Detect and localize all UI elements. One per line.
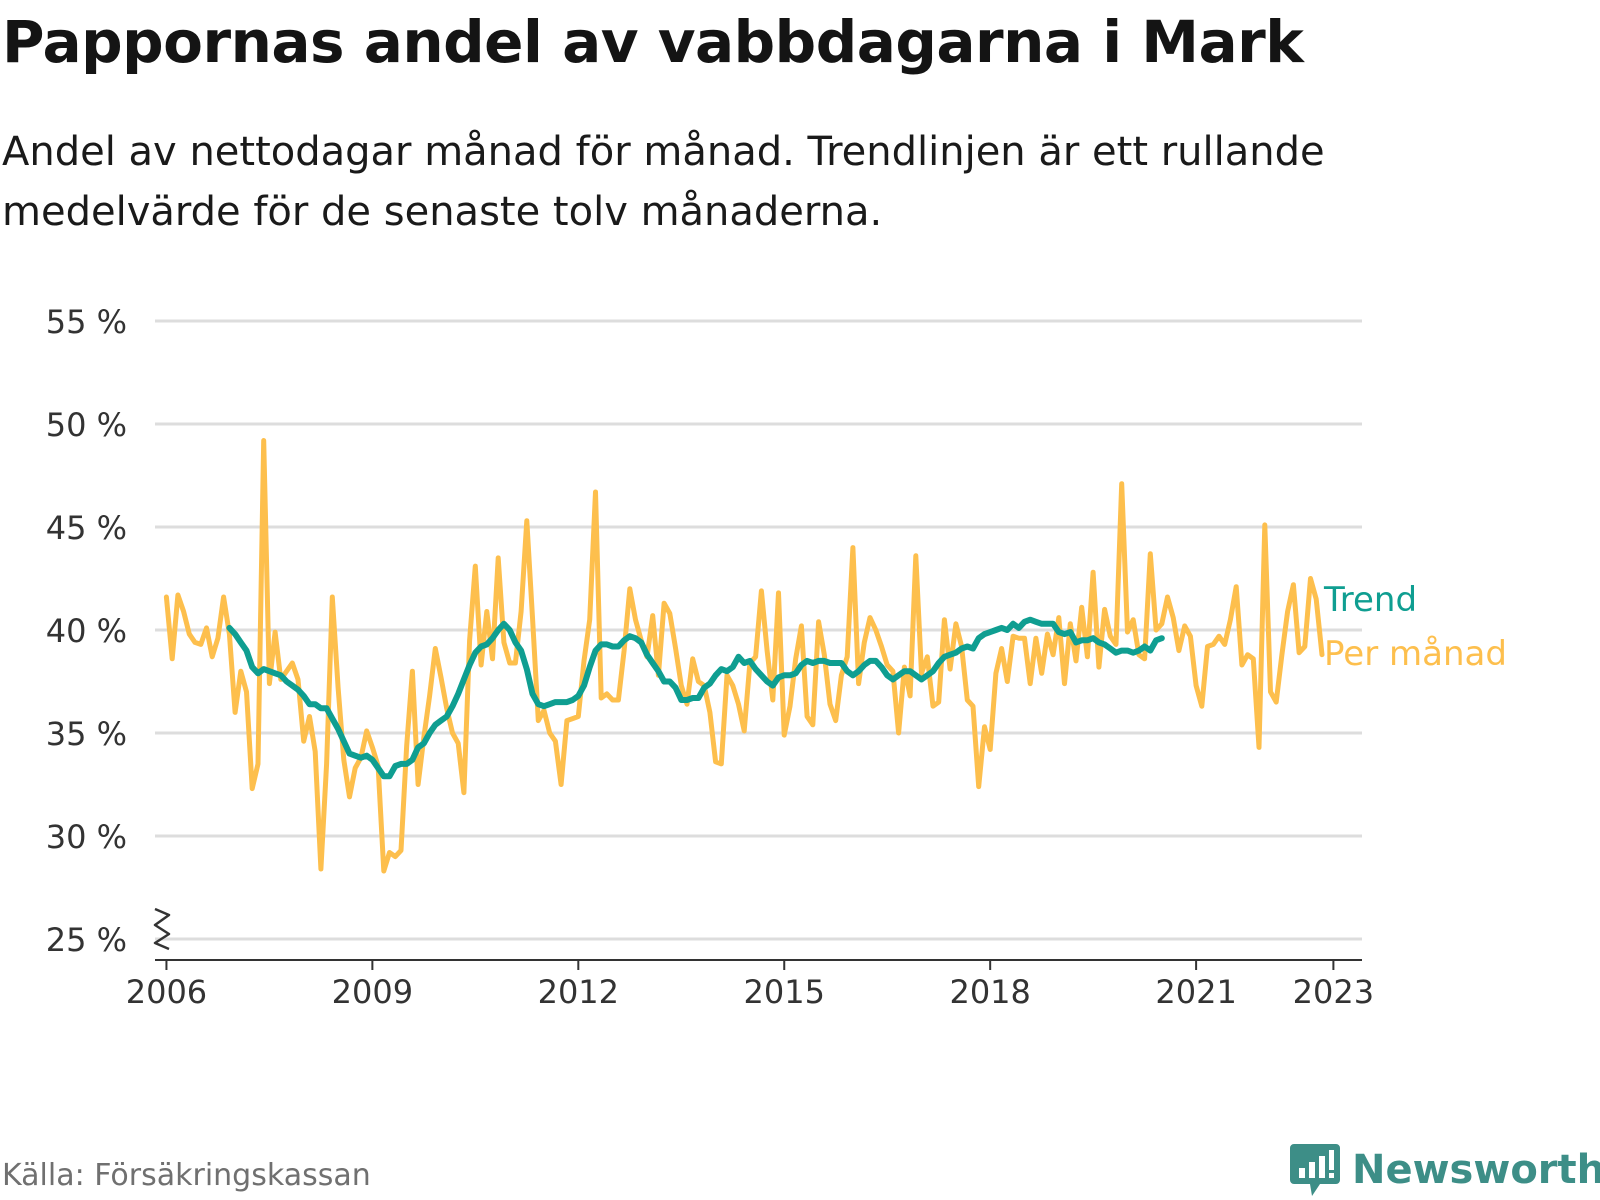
y-tick-label: 30 % xyxy=(46,818,127,856)
chart-subtitle: Andel av nettodagar månad för månad. Tre… xyxy=(2,129,1325,235)
x-tick-label: 2009 xyxy=(332,973,413,1011)
y-tick-label: 35 % xyxy=(46,715,127,753)
chart-title: Pappornas andel av vabbdagarna i Mark xyxy=(2,8,1304,76)
brand-logo: Newsworthy xyxy=(1290,1140,1600,1200)
y-tick-label: 50 % xyxy=(46,406,127,444)
x-tick-label: 2015 xyxy=(744,973,825,1011)
x-tick-label: 2012 xyxy=(538,973,619,1011)
y-tick-label: 45 % xyxy=(46,509,127,547)
brand-name: Newsworthy xyxy=(1352,1147,1600,1193)
monthly-line xyxy=(163,438,1325,874)
source-note: Källa: Försäkringskassan xyxy=(2,1158,371,1193)
axes: 25 % 30 % 35 % 40 % 45 % 50 % 55 % 2006 2009 2012… xyxy=(46,303,1374,1011)
y-tick-label: 55 % xyxy=(46,303,127,341)
trend-line xyxy=(226,616,1165,780)
trend-label: Trend xyxy=(1323,580,1417,620)
y-tick-label: 25 % xyxy=(46,921,127,959)
axis-break-icon xyxy=(153,907,171,951)
x-tick-label: 2021 xyxy=(1155,973,1236,1011)
y-tick-label: 40 % xyxy=(46,612,127,650)
series-lines xyxy=(163,438,1325,874)
x-tick-label: 2018 xyxy=(949,973,1030,1011)
x-tick-label: 2006 xyxy=(126,973,207,1011)
newsworthy-logo-icon xyxy=(1290,1144,1340,1196)
x-tick-label: 2023 xyxy=(1293,973,1374,1011)
line-chart: 25 % 30 % 35 % 40 % 45 % 50 % 55 % 2006 2009 2012… xyxy=(46,303,1507,1011)
monthly-label: Per månad xyxy=(1324,634,1507,674)
series-labels: Per månad Trend xyxy=(1323,580,1507,674)
